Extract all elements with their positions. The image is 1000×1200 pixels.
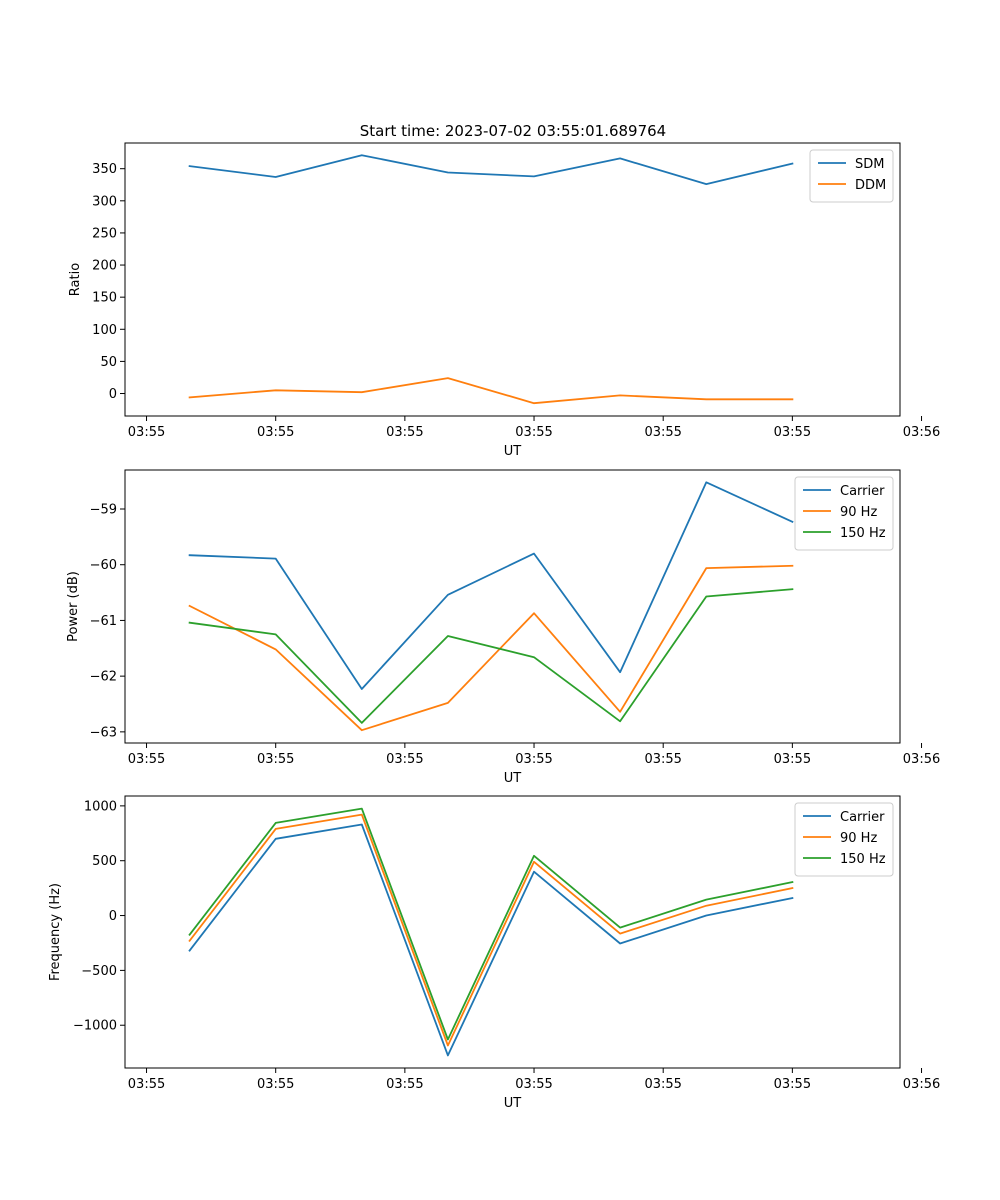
x-tick-label: 03:55: [128, 425, 165, 440]
figure-title: Start time: 2023-07-02 03:55:01.689764: [360, 122, 666, 140]
y-axis-label: Power (dB): [66, 571, 81, 642]
series-line-90-hz: [188, 813, 794, 1047]
y-tick-label: −1000: [73, 1019, 117, 1034]
x-tick-label: 03:55: [386, 425, 423, 440]
legend-label: 90 Hz: [840, 831, 877, 846]
y-tick-label: 350: [92, 162, 117, 177]
chart-panel-2: 03:55 03:55 03:55 03:55 03:55 03:55 03:56 −63 −6…: [66, 469, 940, 786]
charts: 03:55 03:55 03:55 03:55 03:55 03:55 03:56 0 50 10…: [48, 142, 940, 1111]
series-line-carrier: [188, 481, 794, 690]
y-tick-label: −59: [90, 503, 117, 518]
y-tick-label: −63: [90, 725, 117, 740]
x-tick-label: 03:55: [128, 752, 165, 767]
series-line-ddm: [188, 377, 794, 405]
y-axis-label: Frequency (Hz): [48, 883, 63, 981]
series-line-sdm: [188, 154, 794, 186]
y-tick-label: −62: [90, 670, 117, 685]
y-tick-label: 150: [92, 291, 117, 306]
legend-label: 90 Hz: [840, 505, 877, 520]
chart-panel-1: 03:55 03:55 03:55 03:55 03:55 03:55 03:56 0 50 10…: [68, 142, 940, 459]
legend-label: 150 Hz: [840, 526, 886, 541]
axes-frame: [124, 142, 901, 417]
y-tick-label: 0: [109, 387, 117, 402]
y-tick-label: −500: [81, 964, 117, 979]
chart-panel-3: 03:55 03:55 03:55 03:55 03:55 03:55 03:56 −1000…: [48, 795, 940, 1111]
x-tick-label: 03:55: [644, 1077, 681, 1092]
y-tick-label: −60: [90, 558, 117, 573]
x-tick-label: 03:55: [774, 425, 811, 440]
legend: Carrier 90 Hz 150 Hz: [794, 476, 894, 551]
legend: SDM DDM: [809, 149, 894, 203]
y-tick-label: −61: [90, 614, 117, 629]
axes-frame: [124, 795, 901, 1069]
axes-frame: [124, 469, 901, 744]
x-tick-label: 03:55: [515, 425, 552, 440]
x-tick-label: 03:55: [386, 1077, 423, 1092]
y-tick-label: 300: [92, 194, 117, 209]
legend-label: 150 Hz: [840, 852, 886, 867]
y-axis-label: Ratio: [68, 263, 83, 296]
y-tick-label: 0: [109, 909, 117, 924]
x-tick-label: 03:55: [774, 752, 811, 767]
legend-label: Carrier: [840, 810, 885, 825]
x-tick-label: 03:55: [257, 425, 294, 440]
x-tick-label: 03:55: [386, 752, 423, 767]
legend-label: SDM: [855, 157, 884, 172]
x-tick-label: 03:55: [644, 425, 681, 440]
x-tick-label: 03:55: [257, 1077, 294, 1092]
y-tick-label: 50: [100, 355, 117, 370]
x-tick-label: 03:56: [903, 1077, 940, 1092]
series-line-150-hz: [188, 588, 794, 724]
y-tick-label: 500: [92, 854, 117, 869]
series-line-150-hz: [188, 807, 794, 1041]
series-line-90-hz: [188, 564, 794, 732]
x-tick-label: 03:55: [644, 752, 681, 767]
legend: Carrier 90 Hz 150 Hz: [794, 802, 894, 877]
x-axis-label: UT: [504, 1096, 522, 1111]
x-tick-label: 03:55: [515, 1077, 552, 1092]
legend-label: Carrier: [840, 484, 885, 499]
series-line-carrier: [188, 823, 794, 1057]
x-axis-label: UT: [504, 444, 522, 459]
x-tick-label: 03:55: [257, 752, 294, 767]
x-tick-label: 03:56: [903, 752, 940, 767]
y-tick-label: 1000: [84, 799, 117, 814]
legend-label: DDM: [855, 178, 886, 193]
x-axis-label: UT: [504, 771, 522, 786]
x-tick-label: 03:56: [903, 425, 940, 440]
y-tick-label: 200: [92, 259, 117, 274]
y-tick-label: 100: [92, 323, 117, 338]
x-tick-label: 03:55: [774, 1077, 811, 1092]
y-tick-label: 250: [92, 226, 117, 241]
x-tick-label: 03:55: [515, 752, 552, 767]
x-tick-label: 03:55: [128, 1077, 165, 1092]
